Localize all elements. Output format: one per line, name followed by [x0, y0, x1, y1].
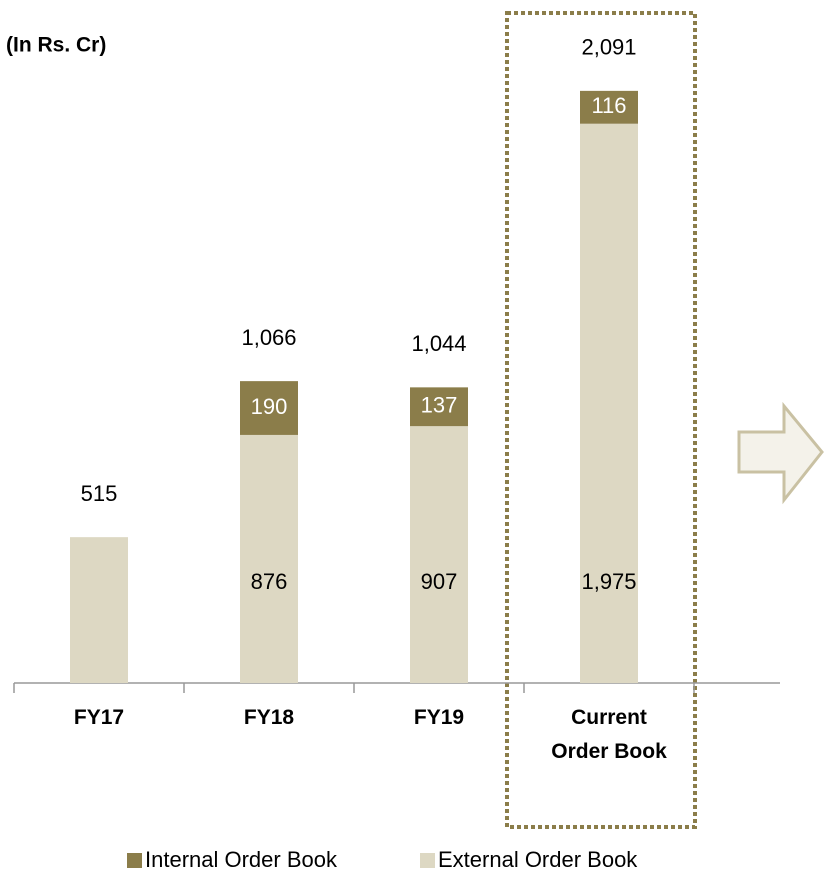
- bar-segment: [580, 123, 638, 683]
- bar-segment: [70, 537, 128, 683]
- value-label: 876: [251, 569, 288, 594]
- legend-swatch: [127, 853, 142, 868]
- x-tick-label: FY19: [413, 706, 465, 729]
- highlight-box: [505, 11, 697, 829]
- legend-label: Internal Order Book: [145, 847, 338, 872]
- chart-title: (In Rs. Cr): [6, 34, 106, 57]
- value-label: 1,975: [581, 569, 636, 594]
- total-label: 1,044: [411, 331, 466, 356]
- total-label: 1,066: [241, 325, 296, 350]
- bar-segment: [410, 387, 468, 427]
- value-label: 907: [421, 569, 458, 594]
- x-tick-label: Current Order Book: [551, 706, 667, 763]
- value-label: 137: [421, 393, 458, 418]
- value-label: 116: [591, 93, 626, 118]
- legend-label: External Order Book: [438, 847, 638, 872]
- legend-swatch: [420, 853, 435, 868]
- x-tick-label: FY17: [73, 706, 125, 729]
- x-tick-label: FY18: [243, 706, 295, 729]
- value-label: 190: [251, 394, 288, 419]
- arrow: [737, 401, 824, 505]
- total-label: 515: [81, 481, 118, 506]
- bar-segment: [410, 426, 468, 683]
- bar-segment: [580, 90, 638, 124]
- bar-segment: [240, 434, 298, 683]
- bar-segment: [240, 381, 298, 435]
- total-label: 2,091: [581, 35, 636, 60]
